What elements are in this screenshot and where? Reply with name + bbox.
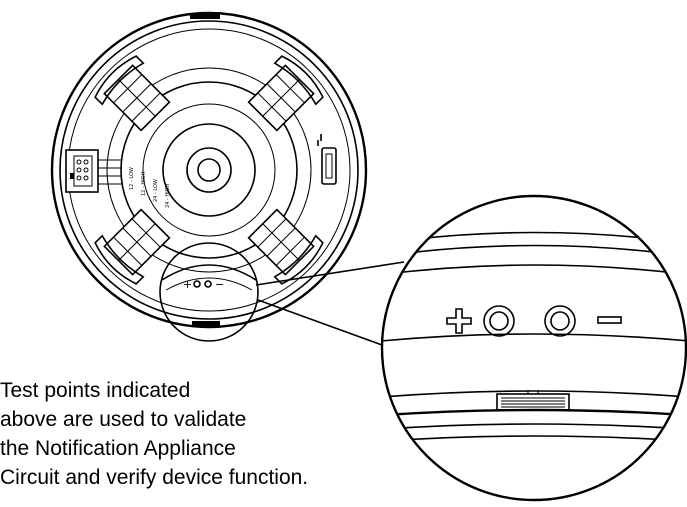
caption-line-1: Test points indicated xyxy=(0,379,191,402)
test-point-area-small: + − xyxy=(161,264,257,291)
small-minus-sign: − xyxy=(215,278,224,291)
side-connector xyxy=(317,134,337,185)
mounting-tab-bottom-left xyxy=(94,208,171,285)
zoom-circle-outline xyxy=(380,194,687,502)
mounting-tab-bottom-right xyxy=(247,208,324,285)
mounting-tab-top-left xyxy=(94,55,171,132)
mounting-tab-top-right xyxy=(247,55,324,132)
positive-test-point xyxy=(483,305,515,337)
caption-line-2: above are used to validate xyxy=(0,408,247,431)
device-back-view: 12 - LOW 12 - HIGH 24 - LOW 24 - HIGH + … xyxy=(50,11,368,342)
terminal-block xyxy=(65,149,122,193)
voltage-label-4: 24 - HIGH xyxy=(165,184,171,208)
minus-test-point-label xyxy=(597,316,622,324)
voltage-label-2: 12 - HIGH xyxy=(141,172,147,196)
negative-test-point xyxy=(544,305,576,337)
magnifier-source-circle xyxy=(159,242,259,342)
voltage-label-3: 24 - LOW xyxy=(153,179,159,202)
zoom-connector-upper xyxy=(255,261,405,286)
small-plus-sign: + xyxy=(183,278,192,291)
voltage-selector-labels: 12 - LOW 12 - HIGH 24 - LOW 24 - HIGH xyxy=(129,167,171,208)
voltage-label-1: 12 - LOW xyxy=(129,167,135,190)
caption: Test points indicated above are used to … xyxy=(0,376,330,492)
zoom-connector-lower xyxy=(257,299,383,346)
zoom-detail xyxy=(380,194,687,502)
caption-line-3: the Notification Appliance xyxy=(0,437,236,460)
caption-line-4: Circuit and verify device function. xyxy=(0,466,309,489)
plus-test-point-label xyxy=(446,308,472,334)
